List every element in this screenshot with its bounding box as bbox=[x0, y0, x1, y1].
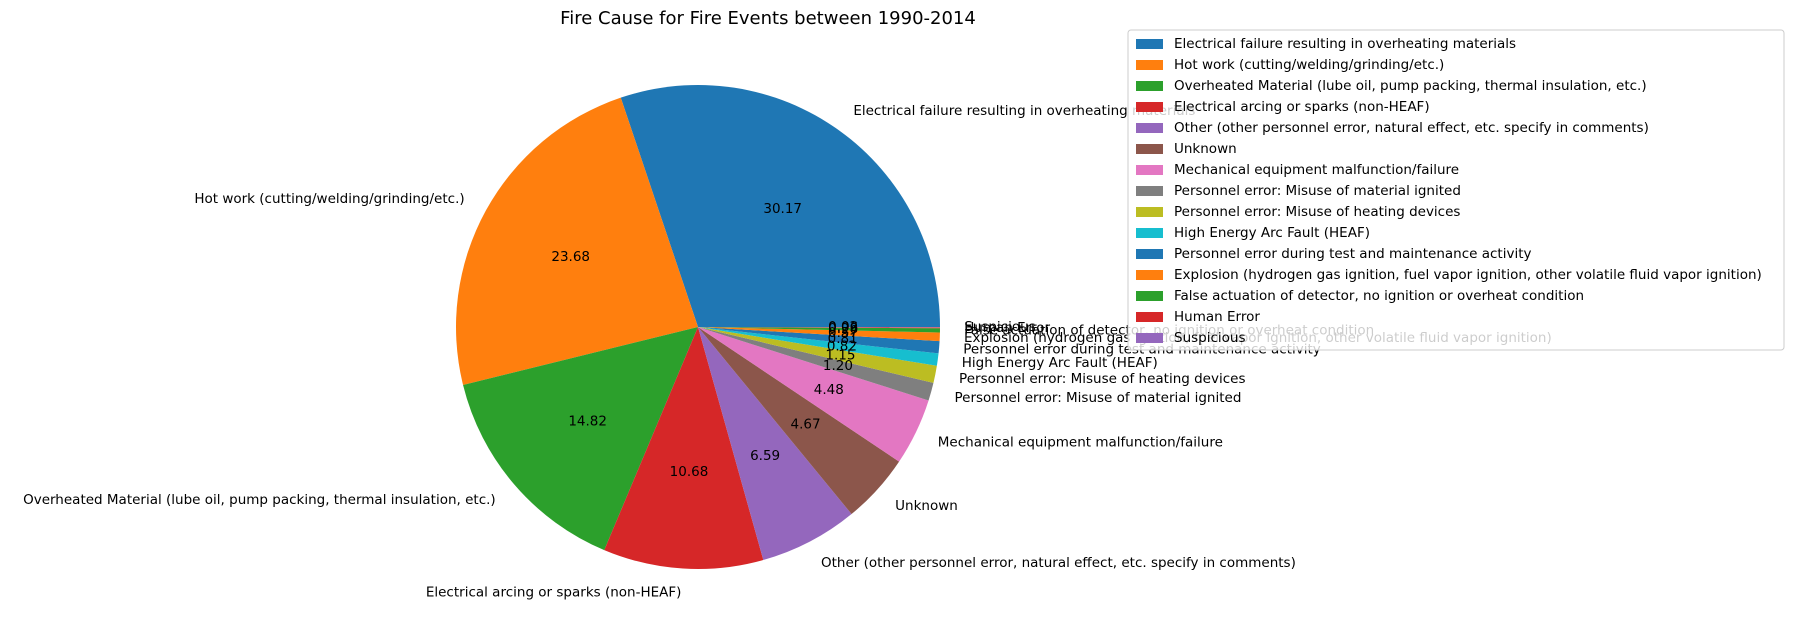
legend-swatch bbox=[1136, 291, 1163, 301]
legend-label: Unknown bbox=[1174, 141, 1237, 157]
legend-swatch bbox=[1136, 102, 1163, 112]
slice-percent-label: 0.28 bbox=[828, 321, 858, 337]
slices-layer bbox=[455, 85, 940, 569]
slice-label: High Energy Arc Fault (HEAF) bbox=[962, 355, 1158, 371]
slice-percent-label: 0.02 bbox=[828, 319, 858, 335]
legend-label: Overheated Material (lube oil, pump pack… bbox=[1174, 78, 1647, 94]
slice-label: Human Error bbox=[964, 320, 1050, 336]
legend-swatch bbox=[1136, 60, 1163, 70]
slice-label: Electrical failure resulting in overheat… bbox=[853, 103, 1195, 119]
legend-label: Other (other personnel error, natural ef… bbox=[1174, 120, 1649, 136]
legend-swatch bbox=[1136, 123, 1163, 133]
slice-label: Mechanical equipment malfunction/failure bbox=[938, 435, 1223, 451]
slice-percent-label: 4.48 bbox=[814, 382, 844, 398]
pie-slice bbox=[455, 97, 698, 385]
slice-label: Personnel error: Misuse of heating devic… bbox=[959, 371, 1245, 387]
pie-slice bbox=[698, 327, 940, 354]
legend-swatch bbox=[1136, 333, 1163, 343]
slice-percent-label: 0.81 bbox=[828, 331, 858, 347]
legend-swatch bbox=[1136, 312, 1163, 322]
pie-slice bbox=[698, 327, 940, 329]
percent-labels-layer: 30.17 23.68 14.82 10.68 6.59 4.67 4.48 1.201.15… bbox=[551, 201, 858, 480]
legend-label: Explosion (hydrogen gas ignition, fuel v… bbox=[1174, 267, 1762, 283]
chart-title: Fire Cause for Fire Events between 1990-… bbox=[560, 8, 976, 29]
legend-label: Hot work (cutting/welding/grinding/etc.) bbox=[1174, 57, 1444, 73]
legend-swatch bbox=[1136, 207, 1163, 217]
legend-label: Electrical failure resulting in overheat… bbox=[1174, 36, 1516, 52]
legend-frame bbox=[1127, 29, 1785, 351]
slice-percent-label: 0.82 bbox=[827, 339, 857, 355]
legend-label: Electrical arcing or sparks (non-HEAF) bbox=[1174, 99, 1430, 115]
slice-percent-label: 0.06 bbox=[828, 319, 858, 335]
legend-label: Suspicious bbox=[1174, 330, 1246, 346]
legend-swatch bbox=[1136, 81, 1163, 91]
legend-label: High Energy Arc Fault (HEAF) bbox=[1174, 225, 1370, 241]
slice-percent-label: 23.68 bbox=[551, 249, 590, 265]
slice-percent-label: 14.82 bbox=[568, 413, 607, 429]
pie-slice bbox=[698, 327, 934, 401]
legend-label: Mechanical equipment malfunction/failure bbox=[1174, 162, 1459, 178]
legend: Electrical failure resulting in overheat… bbox=[1127, 29, 1785, 351]
legend-swatch bbox=[1136, 270, 1163, 280]
slice-percent-label: 6.59 bbox=[750, 448, 780, 464]
slice-label: Personnel error: Misuse of material igni… bbox=[954, 390, 1241, 406]
slice-percent-label: 4.67 bbox=[791, 417, 821, 433]
pie-slice bbox=[463, 327, 698, 551]
slice-label: Hot work (cutting/welding/grinding/etc.) bbox=[194, 191, 464, 207]
slice-percent-label: 1.15 bbox=[825, 347, 855, 363]
legend-items: Electrical failure resulting in overheat… bbox=[1136, 36, 1762, 346]
legend-label: Personnel error: Misuse of heating devic… bbox=[1174, 204, 1460, 220]
pie-slice bbox=[698, 327, 929, 462]
slice-percent-label: 30.17 bbox=[763, 201, 802, 217]
legend-label: Human Error bbox=[1174, 309, 1260, 325]
pie-slice bbox=[698, 327, 852, 561]
pie-slice bbox=[698, 327, 939, 366]
slice-percent-label: 1.20 bbox=[823, 358, 853, 374]
legend-swatch bbox=[1136, 249, 1163, 259]
pie-slice bbox=[698, 327, 940, 333]
legend-swatch bbox=[1136, 165, 1163, 175]
legend-swatch bbox=[1136, 186, 1163, 196]
slice-label: Other (other personnel error, natural ef… bbox=[821, 555, 1296, 571]
pie-slice bbox=[698, 327, 900, 515]
slice-label: Suspicious bbox=[964, 319, 1036, 335]
legend-swatch bbox=[1136, 228, 1163, 238]
slice-percent-label: 0.57 bbox=[828, 325, 858, 341]
pie-slice bbox=[698, 327, 940, 342]
pie-slice bbox=[604, 327, 764, 569]
legend-label: False actuation of detector, no ignition… bbox=[1174, 288, 1584, 304]
slice-label: Unknown bbox=[895, 498, 958, 514]
legend-swatch bbox=[1136, 144, 1163, 154]
slice-label: Overheated Material (lube oil, pump pack… bbox=[23, 492, 496, 508]
slice-label: Electrical arcing or sparks (non-HEAF) bbox=[426, 585, 682, 601]
legend-label: Personnel error: Misuse of material igni… bbox=[1174, 183, 1461, 199]
legend-swatch bbox=[1136, 39, 1163, 49]
slice-percent-label: 10.68 bbox=[670, 464, 709, 480]
pie-slice bbox=[698, 327, 937, 383]
pie-slice bbox=[620, 85, 940, 327]
legend-label: Personnel error during test and maintena… bbox=[1174, 246, 1532, 262]
